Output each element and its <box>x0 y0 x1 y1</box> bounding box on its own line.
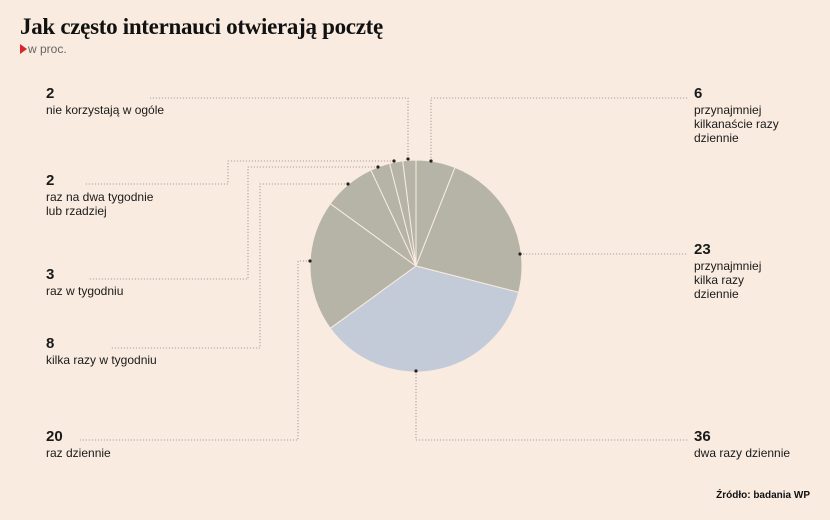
label-value: 8 <box>46 335 55 352</box>
leader-dot-nie-korzystaja-w-ogole <box>406 157 410 161</box>
subtitle-text: w proc. <box>28 42 67 56</box>
pie-slice-nie-korzystaja-w-ogole <box>402 159 417 267</box>
label-text: raz dziennie <box>46 446 111 460</box>
leader-dot-dwa-razy-dziennie <box>414 369 418 373</box>
source-note: Źródło: badania WP <box>716 490 810 501</box>
label-value: 2 <box>46 85 55 102</box>
leader-dot-kilka-razy-w-tygodniu <box>346 182 350 186</box>
label-text: raz na dwa tygodnie lub rzadziej <box>46 190 154 218</box>
leader-line-dwa-razy-dziennie <box>415 371 688 441</box>
leader-line-raz-w-tygodniu <box>88 166 378 280</box>
chart-subtitle: w proc. <box>20 42 67 56</box>
leader-line-nie-korzystaja-w-ogole <box>150 97 409 159</box>
label-value: 36 <box>694 428 711 445</box>
pie-slice-raz-dziennie <box>309 202 417 330</box>
label-text: przynajmniej kilkanaście razy dziennie <box>694 103 779 145</box>
label-value: 2 <box>46 172 55 189</box>
leader-dot-raz-na-dwa-tygodnie-lub-rzadziej <box>392 159 396 163</box>
label-value: 6 <box>694 85 703 102</box>
label-nie-korzystaja: 2 nie korzystają w ogóle <box>46 85 165 118</box>
label-value: 23 <box>694 241 711 258</box>
red-triangle-icon <box>20 44 27 54</box>
leader-dot-raz-dziennie <box>308 259 312 263</box>
leader-dot-przynajmniej-kilka-razy-dziennie <box>518 252 522 256</box>
leader-line-raz-na-dwa-tygodnie-lub-rzadziej <box>84 160 394 185</box>
pie-slice-przynajmniej-kilka-razy-dziennie <box>415 166 523 293</box>
label-raz-na-dwa-tygodnie: 2 raz na dwa tygodnie lub rzadziej <box>46 172 154 219</box>
label-kilka-razy-w-tygodniu: 8 kilka razy w tygodniu <box>46 335 157 368</box>
leader-dot-przynajmniej-kilkanascie-razy-dziennie <box>429 159 433 163</box>
label-kilka-razy-dziennie: 23 przynajmniej kilka razy dziennie <box>694 241 762 302</box>
label-raz-dziennie: 20 raz dziennie <box>46 428 111 461</box>
label-dwa-razy-dziennie: 36 dwa razy dziennie <box>694 428 791 461</box>
label-text: dwa razy dziennie <box>694 446 791 460</box>
label-value: 3 <box>46 266 55 283</box>
label-text: nie korzystają w ogóle <box>46 103 165 117</box>
leader-dot-raz-w-tygodniu <box>376 165 380 169</box>
label-text: kilka razy w tygodniu <box>46 353 157 367</box>
leader-line-kilka-razy-w-tygodniu <box>110 183 348 349</box>
leader-line-raz-dziennie <box>78 260 310 441</box>
leader-line-przynajmniej-kilkanascie-razy-dziennie <box>430 97 688 161</box>
label-raz-w-tygodniu: 3 raz w tygodniu <box>46 266 124 299</box>
label-value: 20 <box>46 428 63 445</box>
label-kilkanascie-razy-dziennie: 6 przynajmniej kilkanaście razy dziennie <box>694 85 779 146</box>
label-text: przynajmniej kilka razy dziennie <box>694 259 762 301</box>
label-text: raz w tygodniu <box>46 284 124 298</box>
pie-slice-dwa-razy-dziennie <box>329 265 520 373</box>
chart-title: Jak często internauci otwierają pocztę <box>20 14 383 39</box>
